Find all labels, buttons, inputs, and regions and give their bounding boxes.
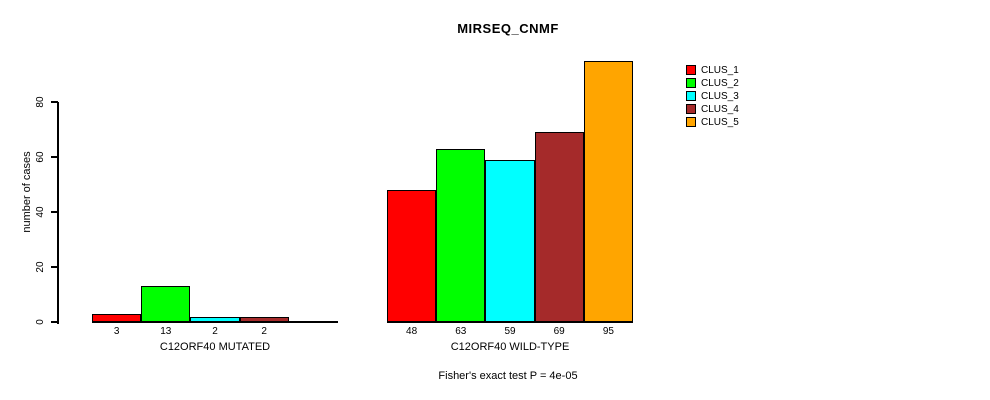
bar-value-label: 3	[113, 326, 120, 337]
y-tick-mark	[51, 211, 58, 213]
bar-clus_4	[534, 132, 584, 322]
y-axis-line	[57, 102, 59, 324]
bar-clus_2	[436, 148, 486, 322]
x-axis-baseline	[92, 321, 338, 323]
bar-clus_5	[583, 60, 633, 322]
y-tick-label: 40	[35, 206, 46, 218]
bar-value-label: 2	[212, 326, 218, 337]
bar-clus_4	[239, 316, 289, 322]
y-tick-mark	[51, 321, 58, 323]
bar-value-label: 69	[553, 326, 565, 337]
legend-item: CLUS_3	[686, 90, 806, 103]
group-label: C12ORF40 MUTATED	[159, 341, 271, 353]
bar-clus_2	[141, 286, 191, 322]
legend-item: CLUS_2	[686, 77, 806, 90]
legend-label: CLUS_4	[701, 104, 739, 115]
y-tick-mark	[51, 156, 58, 158]
legend-swatch-clus_5	[686, 117, 696, 127]
bar-clus_3	[485, 159, 535, 322]
y-tick-mark	[51, 266, 58, 268]
y-axis-title: number of cases	[21, 151, 33, 233]
bar-value-label: 63	[455, 326, 467, 337]
legend-swatch-clus_2	[686, 78, 696, 88]
legend-item: CLUS_5	[686, 116, 806, 129]
legend-item: CLUS_1	[686, 64, 806, 77]
bar-value-label: 13	[160, 326, 172, 337]
y-tick-label: 0	[35, 319, 46, 325]
bar-clus_3	[190, 316, 240, 322]
bar-value-label: 2	[261, 326, 267, 337]
y-tick-label: 60	[35, 151, 46, 163]
legend-swatch-clus_3	[686, 91, 696, 101]
bar-value-label: 48	[406, 326, 418, 337]
legend-label: CLUS_3	[701, 91, 739, 102]
y-tick-label: 20	[35, 261, 46, 273]
legend-label: CLUS_1	[701, 65, 739, 76]
x-axis-baseline	[387, 321, 633, 323]
bar-clus_1	[92, 313, 142, 322]
legend-item: CLUS_4	[686, 103, 806, 116]
bar-value-label: 95	[602, 326, 614, 337]
bar-value-label: 59	[504, 326, 516, 337]
legend-swatch-clus_4	[686, 104, 696, 114]
group-label: C12ORF40 WILD-TYPE	[450, 341, 570, 353]
legend-label: CLUS_2	[701, 78, 739, 89]
legend-label: CLUS_5	[701, 117, 739, 128]
legend-swatch-clus_1	[686, 65, 696, 75]
bar-clus_1	[387, 190, 437, 322]
footnote: Fisher's exact test P = 4e-05	[438, 370, 578, 382]
y-tick-mark	[51, 101, 58, 103]
y-tick-label: 80	[35, 96, 46, 108]
chart-title: MIRSEQ_CNMF	[457, 21, 559, 36]
